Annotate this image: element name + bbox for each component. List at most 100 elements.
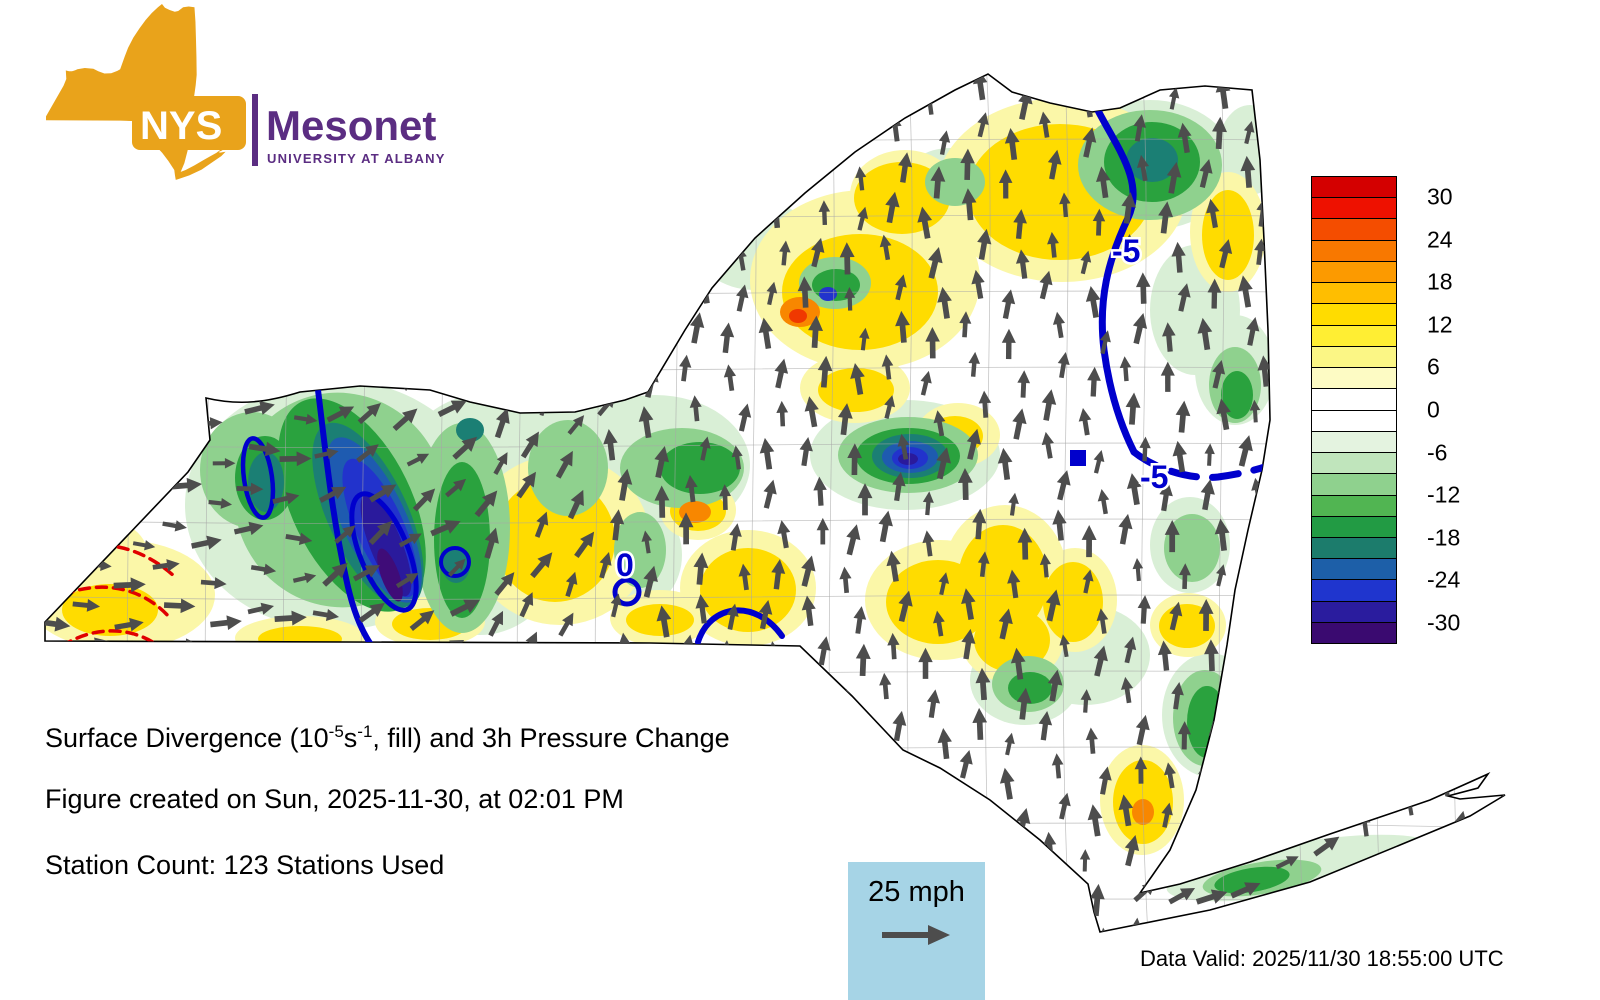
wind-arrow: [1256, 248, 1263, 266]
wind-arrow: [804, 159, 817, 173]
wind-arrow: [156, 279, 183, 292]
wind-arrow: [241, 686, 256, 692]
wind-arrow: [1253, 919, 1270, 932]
wind-arrow: [156, 282, 173, 290]
wind-arrow: [248, 441, 281, 457]
divergence-fill-layer: [1221, 371, 1253, 419]
wind-arrow: [1168, 87, 1180, 99]
wind-arrow: [444, 237, 461, 253]
wind-arrow: [727, 374, 735, 392]
wind-arrow: [1002, 460, 1011, 480]
wind-arrow: [720, 760, 735, 776]
wind-arrow: [1278, 566, 1291, 581]
wind-arrow: [997, 447, 1013, 464]
wind-arrow: [179, 358, 195, 372]
wind-arrow: [236, 482, 264, 496]
wind-arrow: [927, 99, 934, 115]
wind-arrow: [682, 672, 697, 688]
wind-arrow: [135, 418, 149, 432]
wind-arrow: [1361, 652, 1373, 676]
wind-arrow: [1012, 408, 1027, 440]
wind-arrow: [1446, 897, 1460, 909]
wind-arrow: [1297, 777, 1307, 797]
wind-arrow: [45, 656, 63, 671]
wind-arrow: [1168, 891, 1187, 905]
wind-arrow: [1091, 816, 1101, 837]
wind-arrow: [110, 458, 143, 473]
wind-arrow: [1216, 398, 1231, 431]
wind-arrow: [855, 616, 863, 634]
wind-arrow: [640, 259, 649, 276]
wind-arrow: [191, 696, 220, 710]
wind-arrow: [900, 163, 909, 183]
wind-arrow: [1083, 698, 1089, 713]
wind-arrow: [998, 608, 1013, 625]
wind-arrow: [1017, 370, 1031, 398]
wind-arrow: [1400, 748, 1415, 765]
wind-arrow: [449, 602, 470, 617]
wind-arrow: [695, 111, 710, 128]
wind-arrow: [1326, 878, 1356, 895]
wind-arrow: [1016, 687, 1032, 704]
wind-arrow: [1220, 410, 1230, 431]
wind-arrow: [1001, 289, 1016, 320]
wind-arrow: [731, 880, 746, 896]
wind-arrow: [576, 820, 588, 836]
wind-arrow: [928, 246, 943, 264]
wind-arrow: [857, 215, 866, 231]
wind-arrow: [798, 873, 814, 906]
wind-arrow: [926, 689, 941, 704]
wind-arrow: [274, 937, 288, 938]
wind-arrow: [448, 283, 468, 299]
wind-arrow: [928, 700, 937, 718]
wind-arrow: [1325, 790, 1340, 806]
wind-arrow: [1449, 859, 1468, 877]
wind-arrow: [125, 299, 138, 310]
wind-arrow: [1207, 278, 1222, 293]
wind-arrow: [80, 279, 107, 292]
wind-arrow: [645, 129, 658, 156]
wind-arrow: [1374, 901, 1389, 913]
wind-arrow: [330, 929, 344, 932]
wind-arrow: [291, 692, 315, 703]
wind-arrow: [420, 654, 434, 665]
wind-arrow: [316, 327, 342, 340]
wind-arrow: [643, 565, 658, 598]
wind-arrow: [814, 686, 822, 707]
wind-arrow: [48, 335, 65, 350]
wind-arrow: [1052, 74, 1064, 97]
wind-arrow: [737, 124, 751, 139]
wind-arrow: [1096, 166, 1111, 199]
wind-arrow: [818, 647, 828, 666]
wind-arrow: [937, 286, 952, 319]
wind-arrow: [274, 334, 298, 345]
wind-arrow: [1455, 820, 1464, 837]
wind-arrow: [87, 359, 115, 373]
wind-arrow: [418, 210, 435, 225]
wind-arrow: [537, 840, 549, 857]
wind-arrow: [1093, 458, 1102, 474]
wind-arrow: [1087, 804, 1103, 837]
wind-arrow: [966, 428, 981, 460]
wind-arrow: [517, 161, 530, 176]
wind-arrow: [596, 111, 613, 139]
wind-arrow: [126, 458, 143, 473]
wind-arrow: [857, 483, 873, 516]
wind-arrow: [617, 921, 628, 932]
wind-arrow: [331, 242, 356, 265]
wind-arrow: [1079, 849, 1091, 872]
wind-arrow: [1177, 721, 1191, 735]
wind-arrow: [1240, 596, 1253, 625]
wind-arrow: [1216, 564, 1227, 587]
wind-arrow: [100, 359, 115, 373]
wind-arrow: [1008, 492, 1019, 516]
wind-arrow: [460, 157, 478, 174]
wind-arrow: [655, 897, 663, 914]
wind-arrow: [699, 436, 711, 449]
wind-arrow: [522, 471, 537, 488]
wind-arrow: [1199, 159, 1213, 188]
wind-arrow: [818, 90, 826, 106]
wind-arrow: [1162, 322, 1176, 337]
wind-arrow: [855, 166, 867, 179]
wind-arrow: [241, 325, 258, 332]
